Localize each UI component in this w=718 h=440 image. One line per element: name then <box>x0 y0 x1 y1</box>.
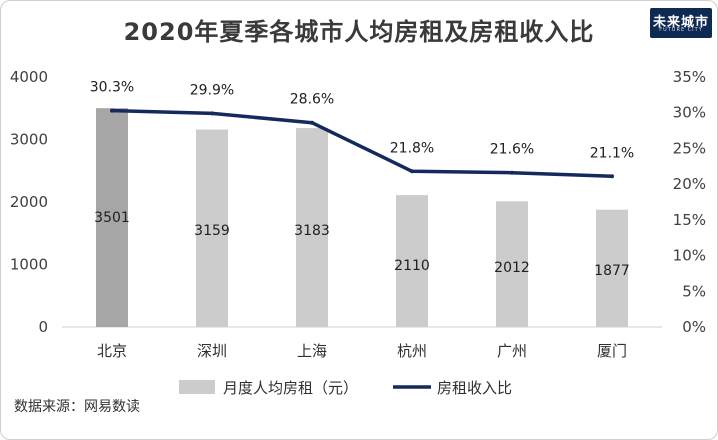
bar <box>596 209 628 327</box>
bar-value-label: 3159 <box>194 223 230 239</box>
ratio-value-label: 21.8% <box>390 140 434 156</box>
ratio-value-label: 21.6% <box>490 142 534 158</box>
logo-subtext: FUTURE CITY <box>659 27 703 33</box>
ratio-point <box>110 108 114 113</box>
bar <box>196 129 228 327</box>
logo-text: 未来城市 <box>652 15 709 30</box>
right-axis-tick-label: 5% <box>682 282 706 300</box>
bar-value-label: 3183 <box>294 223 330 239</box>
bar <box>396 195 428 327</box>
ratio-line <box>110 108 614 179</box>
ratio-point <box>610 174 614 179</box>
right-axis-tick-label: 15% <box>673 211 706 229</box>
ratio-point <box>510 170 514 175</box>
x-axis-category-label: 厦门 <box>597 342 627 360</box>
ratio-point <box>310 120 314 125</box>
bar <box>296 128 328 327</box>
legend-bar-swatch <box>179 380 215 394</box>
ratio-point <box>210 111 214 116</box>
chart-title: 2020年夏季各城市人均房租及房租收入比 <box>123 18 595 46</box>
data-source: 数据来源：网易数读 <box>14 399 140 415</box>
x-axis-category-label: 上海 <box>297 342 327 360</box>
right-axis-tick-label: 30% <box>673 104 706 122</box>
ratio-point <box>410 169 414 174</box>
right-axis-tick-label: 20% <box>673 175 706 193</box>
right-axis-tick-label: 10% <box>673 247 706 265</box>
ratio-value-label: 29.9% <box>190 82 234 98</box>
right-axis-tick-label: 35% <box>673 68 706 86</box>
left-axis-tick-label: 0 <box>38 318 48 336</box>
right-axis-tick-label: 0% <box>682 318 706 336</box>
x-axis-category-label: 杭州 <box>397 342 427 360</box>
bar-value-label: 2012 <box>494 260 530 276</box>
left-axis-tick-label: 4000 <box>10 68 48 86</box>
bar <box>96 108 128 327</box>
future-city-logo: 未来城市 FUTURE CITY <box>650 8 712 38</box>
bar-value-label: 1877 <box>594 263 630 279</box>
left-axis-tick-label: 3000 <box>10 131 48 149</box>
ratio-value-label: 28.6% <box>290 92 334 108</box>
x-axis-category-label: 深圳 <box>197 342 227 360</box>
bar-value-label: 3501 <box>94 210 130 226</box>
ratio-value-label: 21.1% <box>590 145 634 161</box>
bar <box>496 201 528 327</box>
left-axis-tick-label: 2000 <box>10 193 48 211</box>
bar-value-label: 2110 <box>394 258 430 274</box>
ratio-value-label: 30.3% <box>90 80 134 96</box>
x-axis-category-label: 北京 <box>97 342 127 360</box>
x-axis-category-label: 广州 <box>497 342 527 360</box>
legend-line-label: 房租收入比 <box>437 379 512 397</box>
right-axis-tick-label: 25% <box>673 139 706 157</box>
legend-bar-label: 月度人均房租（元） <box>223 379 358 397</box>
left-axis-tick-label: 1000 <box>10 256 48 274</box>
